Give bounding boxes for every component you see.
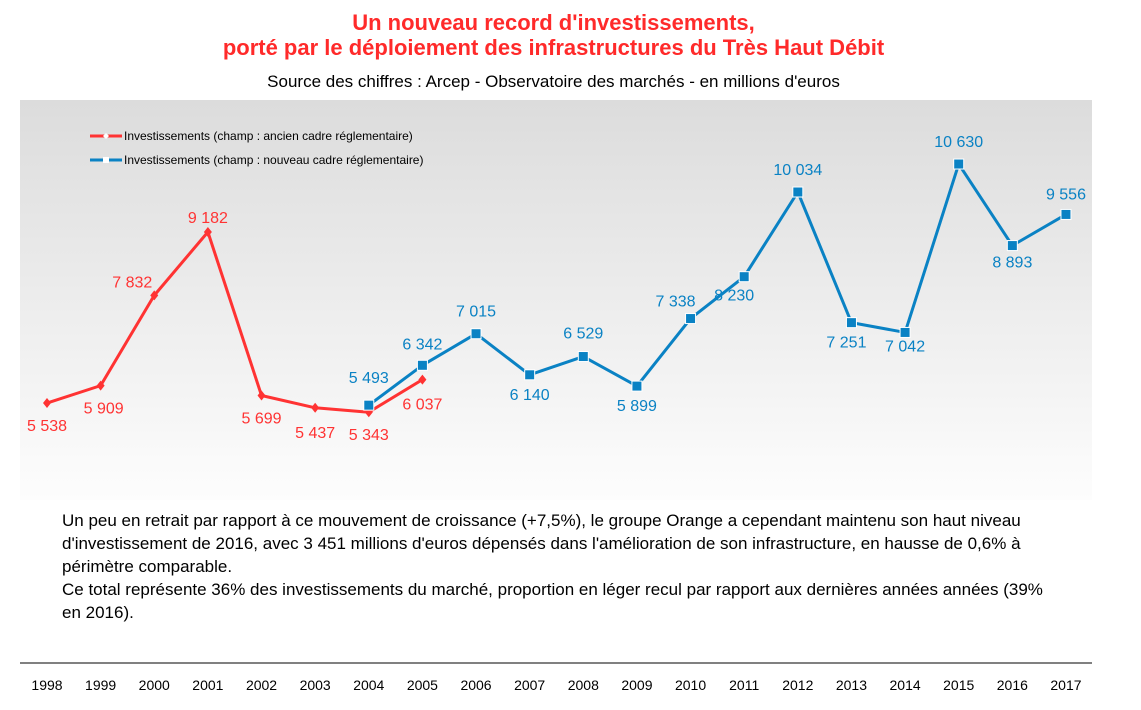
x-tick-label: 2007: [514, 677, 545, 693]
data-label: 6 140: [510, 387, 550, 404]
legend-label-2: Investissements (champ : nouveau cadre r…: [124, 153, 423, 167]
chart-title: Un nouveau record d'investissements,: [352, 10, 755, 35]
data-point-marker: [577, 351, 589, 363]
data-point-marker: [1060, 208, 1072, 220]
data-point-marker: [738, 271, 750, 283]
x-tick-label: 1998: [31, 677, 62, 693]
data-label: 7 042: [885, 338, 925, 355]
data-label: 10 630: [934, 134, 983, 151]
series-line-2: [367, 162, 1067, 407]
data-label: 7 338: [656, 294, 696, 311]
x-tick-label: 2004: [353, 677, 384, 693]
legend-marker-diamond-icon: [103, 133, 109, 139]
x-tick-label: 2002: [246, 677, 277, 693]
data-label: 7 251: [826, 335, 866, 352]
data-point-marker: [792, 186, 804, 198]
x-tick-label: 2011: [729, 677, 759, 693]
plot-background: [20, 100, 1092, 500]
data-point-marker: [899, 326, 911, 338]
data-label: 8 230: [714, 288, 754, 305]
data-label: 5 493: [349, 370, 389, 387]
data-label: 5 343: [349, 427, 389, 444]
x-tick-label: 2008: [568, 677, 599, 693]
data-point-marker: [203, 226, 212, 237]
data-point-marker: [845, 317, 857, 329]
data-point-marker: [1006, 240, 1018, 252]
x-tick-label: 2014: [890, 677, 921, 693]
x-tick-label: 2016: [997, 677, 1028, 693]
data-label: 5 899: [617, 398, 657, 415]
data-point-marker: [953, 158, 965, 170]
data-label: 5 909: [84, 401, 124, 418]
data-point-marker: [631, 380, 643, 392]
x-tick-label: 2001: [192, 677, 223, 693]
x-tick-label: 2012: [782, 677, 813, 693]
data-point-marker: [524, 369, 536, 381]
x-tick-label: 2005: [407, 677, 438, 693]
x-tick-label: 2003: [300, 677, 331, 693]
commentary-paragraph-2: Ce total représente 36% des investisseme…: [62, 580, 1043, 622]
data-label: 9 556: [1046, 186, 1086, 203]
data-label: 7 015: [456, 304, 496, 321]
series-line-1: [46, 230, 424, 414]
x-tick-label: 2017: [1050, 677, 1081, 693]
chart-subtitle: Source des chiffres : Arcep - Observatoi…: [267, 72, 840, 91]
data-point-marker: [418, 374, 427, 385]
chart-title-line2: porté par le déploiement des infrastruct…: [222, 35, 885, 60]
x-tick-label: 2006: [460, 677, 491, 693]
data-label: 6 037: [402, 397, 442, 414]
data-label: 9 182: [188, 210, 228, 227]
x-tick-label: 2010: [675, 677, 706, 693]
data-label: 6 529: [563, 326, 603, 343]
data-point-marker: [685, 313, 697, 325]
data-label: 6 342: [402, 336, 442, 353]
data-point-marker: [96, 380, 105, 391]
legend-label-1: Investissements (champ : ancien cadre ré…: [124, 129, 413, 143]
data-point-marker: [470, 328, 482, 340]
x-tick-label: 2009: [621, 677, 652, 693]
data-label: 7 832: [112, 274, 152, 291]
data-label: 5 437: [295, 425, 335, 442]
x-tick-label: 2015: [943, 677, 974, 693]
data-point-marker: [416, 359, 428, 371]
commentary-paragraph-1: Un peu en retrait par rapport à ce mouve…: [62, 511, 1021, 576]
data-label: 8 893: [992, 255, 1032, 272]
data-point-marker: [311, 402, 320, 413]
data-point-marker: [43, 398, 51, 409]
data-point-marker: [363, 399, 375, 411]
x-tick-label: 2013: [836, 677, 867, 693]
data-point-marker: [150, 290, 159, 301]
data-point-marker: [257, 390, 266, 401]
legend-marker-square-icon: [103, 157, 109, 163]
commentary-text: Un peu en retrait par rapport à ce mouve…: [62, 509, 1062, 624]
x-tick-label: 1999: [85, 677, 116, 693]
data-label: 5 699: [241, 410, 281, 427]
x-tick-label: 2000: [139, 677, 170, 693]
data-label: 10 034: [773, 162, 822, 179]
data-label: 5 538: [27, 418, 67, 435]
